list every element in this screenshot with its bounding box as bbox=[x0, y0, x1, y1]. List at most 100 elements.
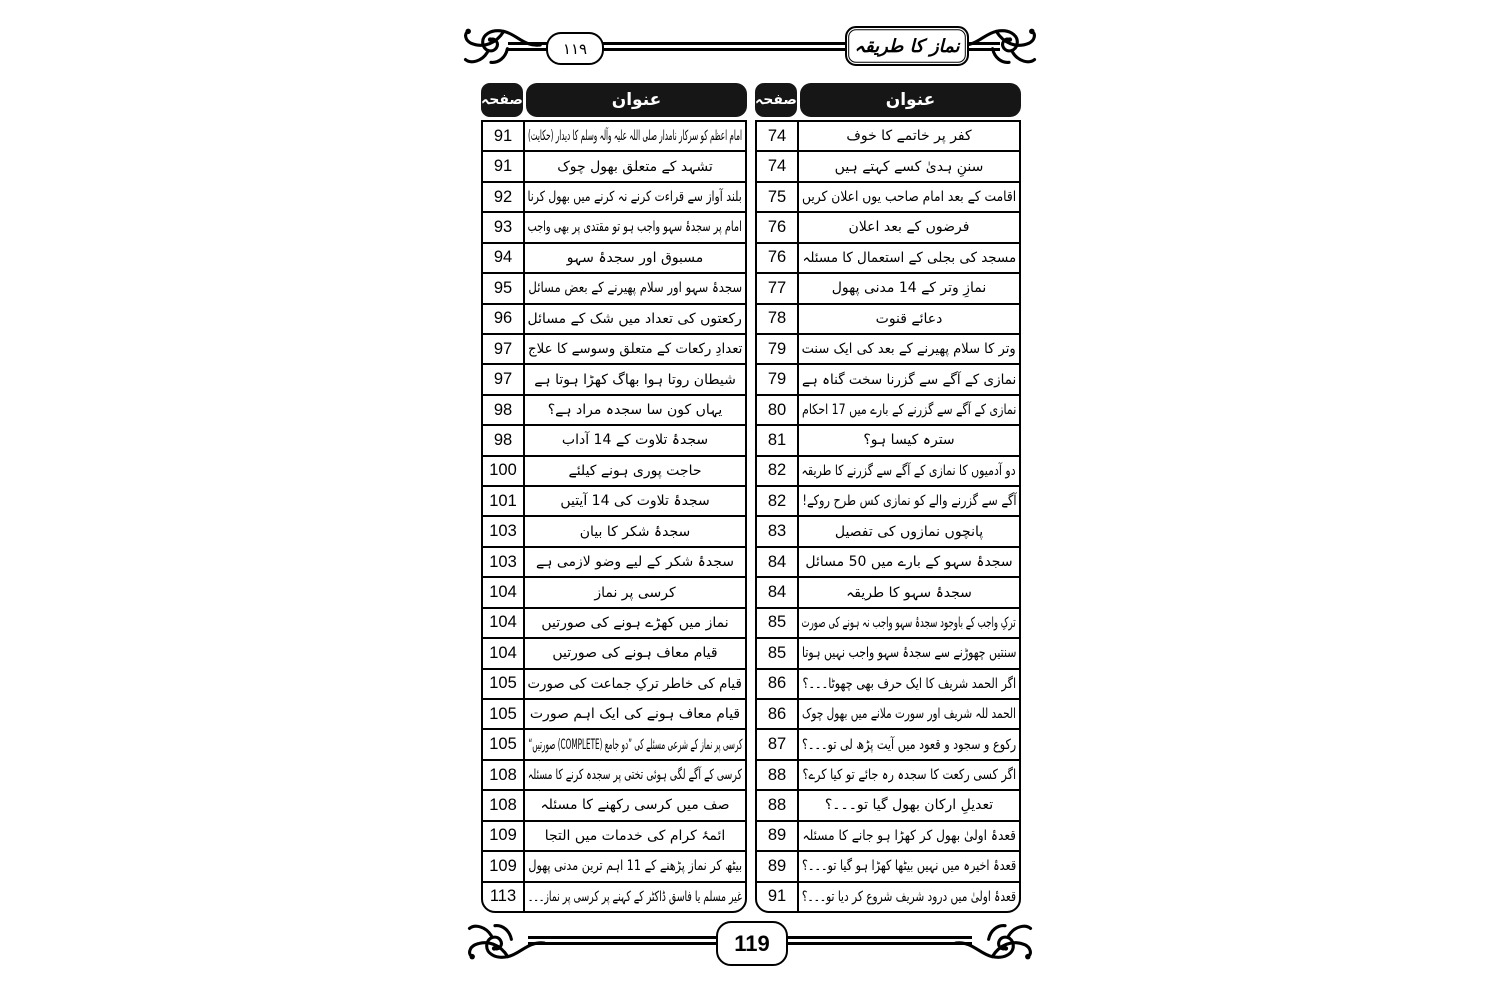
toc-row: 105 قیام معاف ہونے کی ایک اہم صورت bbox=[483, 698, 745, 729]
page-column-header: صفحہ bbox=[755, 83, 797, 117]
toc-entry-title: اگر الحمد شریف کا ایک حرف بھی چھوٹا۔۔۔؟ bbox=[802, 675, 1016, 692]
toc-entry-page-number: 85 bbox=[757, 608, 799, 638]
toc-entry-page-number: 84 bbox=[757, 547, 799, 577]
toc-entry-page-number: 101 bbox=[483, 487, 525, 516]
toc-entry-title: سجدۂ شکر کا بیان bbox=[579, 523, 691, 540]
toc-entry-page-number: 104 bbox=[483, 608, 525, 638]
title-column-header: عنوان bbox=[526, 83, 747, 117]
toc-row: 88 تعدیلِ ارکان بھول گیا تو۔۔۔؟ bbox=[757, 789, 1019, 820]
toc-entry-page-number: 88 bbox=[757, 791, 799, 820]
toc-row: 89 قعدۂ اخیرہ میں نہیں بیٹھا کھڑا ہو گیا … bbox=[757, 850, 1019, 881]
toc-entry-page-number: 79 bbox=[757, 365, 799, 394]
toc-row: 92 بلند آواز سے قراءت کرنے نہ کرنے میں بھ… bbox=[483, 180, 745, 212]
toc-row: 93 امام پر سجدۂ سہو واجب ہو تو مقتدی پر ب… bbox=[483, 211, 745, 242]
floral-ornament-icon bbox=[954, 918, 1036, 968]
toc-row: 85 ترکِ واجب کے باوجود سجدۂ سہو واجب نہ ہ… bbox=[757, 606, 1019, 638]
toc-entry-title: ترکِ واجب کے باوجود سجدۂ سہو واجب نہ ہون… bbox=[801, 614, 1017, 631]
toc-entry-title: نمازِ وتر کے 14 مدنی پھول bbox=[831, 280, 987, 297]
toc-entry-page-number: 105 bbox=[483, 700, 525, 729]
toc-entry-title: قعدۂ اولیٰ میں درود شریف شروع کر دیا تو۔… bbox=[801, 888, 1017, 905]
toc-row: 91 قعدۂ اولیٰ میں درود شریف شروع کر دیا ت… bbox=[757, 880, 1019, 911]
toc-row: 104 نماز میں کھڑے ہونے کی صورتیں bbox=[483, 606, 745, 638]
toc-row: 86 اگر الحمد شریف کا ایک حرف بھی چھوٹا۔۔۔… bbox=[757, 667, 1019, 699]
toc-entry-title: امام اعظم کو سرکار نامدار صلی اللہ علیہ … bbox=[527, 128, 742, 145]
toc-row: 80 نمازی کے آگے سے گزرنے کے بارے میں 17 ا… bbox=[757, 393, 1019, 425]
toc-entry-title: یہاں کون سا سجدہ مراد ہے؟ bbox=[547, 402, 723, 418]
toc-row: 76 مسجد کی بجلی کے استعمال کا مسئلہ bbox=[757, 241, 1019, 273]
toc-row: 76 فرضوں کے بعد اعلان bbox=[757, 211, 1019, 242]
toc-entry-page-number: 105 bbox=[483, 730, 525, 759]
toc-entry-page-number: 89 bbox=[757, 821, 799, 851]
toc-entry-page-number: 113 bbox=[483, 882, 525, 911]
toc-entry-title: مسجد کی بجلی کے استعمال کا مسئلہ bbox=[802, 249, 1016, 266]
toc-row: 109 بیٹھ کر نماز پڑھنے کے 11 اہم ترین مدن… bbox=[483, 850, 745, 881]
toc-entry-page-number: 109 bbox=[483, 821, 525, 851]
toc-entry-title: سجدۂ تلاوت کی 14 آیتیں bbox=[560, 493, 710, 510]
toc-entry-page-number: 74 bbox=[757, 122, 799, 151]
toc-entry-title: نماز میں کھڑے ہونے کی صورتیں bbox=[541, 614, 729, 631]
toc-entry-title: صف میں کرسی رکھنے کا مسئلہ bbox=[540, 797, 730, 814]
page-column-header: صفحہ bbox=[481, 83, 523, 117]
toc-table-body: 74 کفر پر خاتمے کا خوف 74 سننِ ہدیٰ کسے کہت… bbox=[755, 120, 1021, 913]
toc-row: 74 کفر پر خاتمے کا خوف bbox=[757, 122, 1019, 151]
toc-entry-title: بیٹھ کر نماز پڑھنے کے 11 اہم ترین مدنی پ… bbox=[528, 858, 742, 875]
footer-page-number: 119 bbox=[716, 921, 788, 966]
floral-ornament-icon bbox=[958, 20, 1040, 70]
toc-entry-page-number: 91 bbox=[483, 152, 525, 181]
toc-row: 105 قیام کی خاطر ترکِ جماعت کی صورت bbox=[483, 667, 745, 699]
toc-entry-page-number: 94 bbox=[483, 243, 525, 273]
toc-entry-page-number: 95 bbox=[483, 274, 525, 303]
toc-row: 87 رکوع و سجود و قعود میں آیت پڑھ لی تو۔۔… bbox=[757, 728, 1019, 759]
toc-entry-page-number: 86 bbox=[757, 700, 799, 729]
toc-table-header: صفحہ عنوان bbox=[481, 83, 747, 117]
toc-row: 98 یہاں کون سا سجدہ مراد ہے؟ bbox=[483, 393, 745, 425]
toc-entry-title: وتر کا سلام پھیرنے کے بعد کی ایک سنت bbox=[801, 341, 1017, 358]
toc-table-header: صفحہ عنوان bbox=[755, 83, 1021, 117]
header-page-number: ۱۱۹ bbox=[546, 32, 604, 65]
floral-ornament-icon bbox=[460, 20, 542, 70]
toc-entry-title: الحمد للہ شریف اور سورت ملانے میں بھول چ… bbox=[802, 706, 1016, 723]
toc-row: 108 کرسی کے آگے لگی ہوئی تختی پر سجدہ کرن… bbox=[483, 758, 745, 790]
toc-entry-page-number: 88 bbox=[757, 760, 799, 790]
toc-entry-title: کفر پر خاتمے کا خوف bbox=[846, 128, 972, 145]
toc-entry-page-number: 74 bbox=[757, 152, 799, 181]
toc-row: 105 کرسی پر نماز کے شرعی مسئلے کی ”دو جام… bbox=[483, 728, 745, 759]
toc-tables: صفحہ عنوان 91 امام اعظم کو سرکار نامدار ص… bbox=[481, 83, 1021, 913]
toc-entry-page-number: 83 bbox=[757, 517, 799, 546]
toc-entry-title: سجدۂ سہو کے بارے میں 50 مسائل bbox=[805, 554, 1013, 571]
toc-row: 85 سنتیں چھوڑنے سے سجدۂ سہو واجب نہیں ہوت… bbox=[757, 637, 1019, 668]
toc-row: 103 سجدۂ شکر کے لیے وضو لازمی ہے bbox=[483, 545, 745, 577]
toc-entry-page-number: 85 bbox=[757, 639, 799, 668]
toc-entry-title: سنتیں چھوڑنے سے سجدۂ سہو واجب نہیں ہوتا bbox=[801, 645, 1017, 662]
toc-row: 78 دعائے قنوت bbox=[757, 302, 1019, 333]
toc-entry-title: مسبوق اور سجدۂ سہو bbox=[566, 249, 704, 266]
toc-entry-title: اقامت کے بعد امام صاحب یوں اعلان کریں bbox=[801, 189, 1017, 206]
toc-entry-page-number: 98 bbox=[483, 426, 525, 455]
toc-entry-page-number: 93 bbox=[483, 213, 525, 242]
floral-ornament-icon bbox=[464, 918, 546, 968]
toc-row: 84 سجدۂ سہو کا طریقہ bbox=[757, 576, 1019, 607]
title-column-header: عنوان bbox=[800, 83, 1021, 117]
toc-row: 79 نمازی کے آگے سے گزرنا سخت گناہ ہے bbox=[757, 363, 1019, 394]
toc-row: 95 سجدۂ سہو اور سلام پھیرنے کے بعض مسائل bbox=[483, 272, 745, 303]
toc-row: 89 قعدۂ اولیٰ بھول کر کھڑا ہو جانے کا مسئ… bbox=[757, 819, 1019, 851]
toc-table-left: صفحہ عنوان 91 امام اعظم کو سرکار نامدار ص… bbox=[481, 83, 747, 913]
toc-row: 113 غیر مسلم یا فاسق ڈاکٹر کے کہنے پر کرس… bbox=[483, 880, 745, 911]
toc-row: 81 سترہ کیسا ہو؟ bbox=[757, 424, 1019, 455]
book-title: نماز کا طریقہ bbox=[854, 35, 960, 57]
toc-entry-page-number: 96 bbox=[483, 304, 525, 333]
toc-entry-title: سننِ ہدیٰ کسے کہتے ہیں bbox=[834, 158, 984, 175]
toc-entry-title: رکوع و سجود و قعود میں آیت پڑھ لی تو۔۔۔؟ bbox=[801, 736, 1017, 753]
toc-entry-page-number: 109 bbox=[483, 852, 525, 881]
toc-table-right: صفحہ عنوان 74 کفر پر خاتمے کا خوف 74 سننِ ہ… bbox=[755, 83, 1021, 913]
toc-entry-page-number: 104 bbox=[483, 639, 525, 668]
toc-entry-title: کرسی پر نماز bbox=[594, 584, 676, 601]
toc-entry-title: کرسی کے آگے لگی ہوئی تختی پر سجدہ کرنے ک… bbox=[527, 767, 743, 784]
toc-entry-page-number: 82 bbox=[757, 456, 799, 486]
toc-entry-page-number: 76 bbox=[757, 243, 799, 273]
toc-entry-page-number: 105 bbox=[483, 669, 525, 699]
toc-row: 84 سجدۂ سہو کے بارے میں 50 مسائل bbox=[757, 545, 1019, 577]
toc-row: 100 حاجت پوری ہونے کیلئے bbox=[483, 454, 745, 486]
toc-row: 94 مسبوق اور سجدۂ سہو bbox=[483, 241, 745, 273]
